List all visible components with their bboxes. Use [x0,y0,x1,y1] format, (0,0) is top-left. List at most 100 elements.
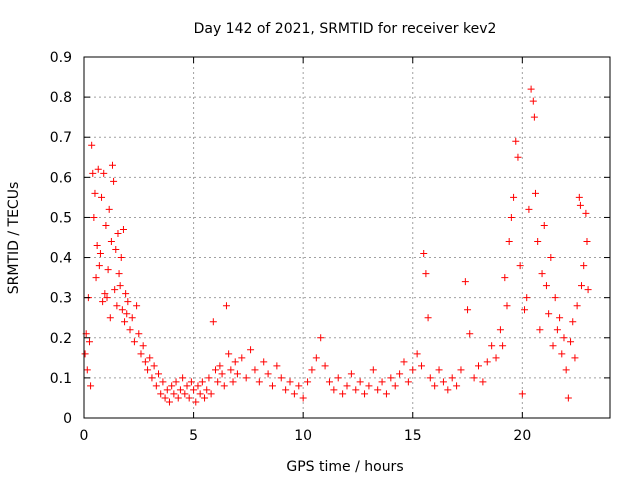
data-point-marker [512,137,520,145]
data-point-marker [255,378,263,386]
data-point-marker [229,378,237,386]
data-point-marker [488,342,496,350]
data-point-marker [464,306,472,314]
data-point-marker [304,378,312,386]
x-tick-label: 10 [294,428,312,444]
data-point-marker [88,141,96,149]
data-point-marker [369,366,377,374]
data-points [81,85,592,406]
data-point-marker [479,378,487,386]
data-point-marker [231,358,239,366]
data-point-marker [530,113,538,121]
y-tick-label: 0.9 [50,50,72,66]
data-point-marker [159,378,167,386]
data-point-marker [85,338,93,346]
y-tick-label: 0.8 [50,90,72,106]
data-point-marker [268,382,276,390]
data-point-marker [251,366,259,374]
data-point-marker [492,354,500,362]
data-point-marker [540,221,548,229]
data-point-marker [286,378,294,386]
data-point-marker [161,394,169,402]
data-point-marker [155,370,163,378]
data-point-marker [448,374,456,382]
data-point-marker [391,382,399,390]
data-point-marker [426,374,434,382]
data-point-marker [130,338,138,346]
data-point-marker [549,342,557,350]
data-point-marker [536,326,544,334]
data-point-marker [99,298,107,306]
data-point-marker [534,238,542,246]
data-point-marker [214,378,222,386]
y-tick-label: 0.1 [50,371,72,387]
data-point-marker [192,398,200,406]
data-point-marker [435,366,443,374]
data-point-marker [499,342,507,350]
data-point-marker [108,161,116,169]
data-point-marker [117,254,125,262]
data-point-marker [503,302,511,310]
data-point-marker [525,205,533,213]
data-point-marker [107,238,115,246]
y-tick-label: 0.4 [50,251,72,267]
data-point-marker [90,213,98,221]
data-point-marker [569,318,577,326]
data-point-marker [260,358,268,366]
data-point-marker [238,354,246,362]
data-point-marker [152,382,160,390]
data-point-marker [461,278,469,286]
data-point-marker [174,394,182,402]
data-point-marker [96,250,104,258]
data-point-marker [137,350,145,358]
data-point-marker [102,221,110,229]
data-point-marker [185,394,193,402]
data-point-marker [111,286,119,294]
data-point-marker [216,362,224,370]
data-point-marker [198,378,206,386]
data-point-marker [212,366,219,374]
data-point-marker [168,382,176,390]
data-point-marker [163,386,171,394]
data-point-marker [521,306,529,314]
data-point-marker [123,310,131,318]
data-point-marker [547,254,555,262]
data-point-marker [396,370,404,378]
data-point-marker [582,209,590,217]
data-point-marker [529,97,537,105]
data-point-marker [542,282,550,290]
data-point-marker [378,378,386,386]
data-point-marker [475,362,482,370]
data-point-marker [124,298,132,306]
data-point-marker [101,290,109,298]
data-point-marker [92,274,100,282]
data-point-marker [94,165,102,173]
data-point-marker [558,350,566,358]
data-point-marker [112,246,120,254]
data-point-marker [507,213,515,221]
data-point-marker [148,374,156,382]
data-point-marker [133,302,141,310]
data-point-marker [387,374,395,382]
data-point-marker [404,378,412,386]
y-tick-label: 0 [63,411,72,427]
x-tick-label: 20 [513,428,531,444]
data-point-marker [576,201,584,209]
data-point-marker [560,334,568,342]
data-point-marker [295,382,303,390]
data-point-marker [170,390,178,398]
data-point-marker [141,358,149,366]
grid-lines [84,57,610,418]
data-point-marker [115,270,123,278]
data-point-marker [225,350,233,358]
data-point-marker [308,366,316,374]
data-point-marker [325,378,333,386]
data-point-marker [144,366,152,374]
data-point-marker [453,382,461,390]
data-point-marker [277,374,285,382]
data-point-marker [105,205,113,213]
data-point-marker [365,382,373,390]
data-point-marker [209,318,217,326]
x-tick-label: 15 [404,428,422,444]
